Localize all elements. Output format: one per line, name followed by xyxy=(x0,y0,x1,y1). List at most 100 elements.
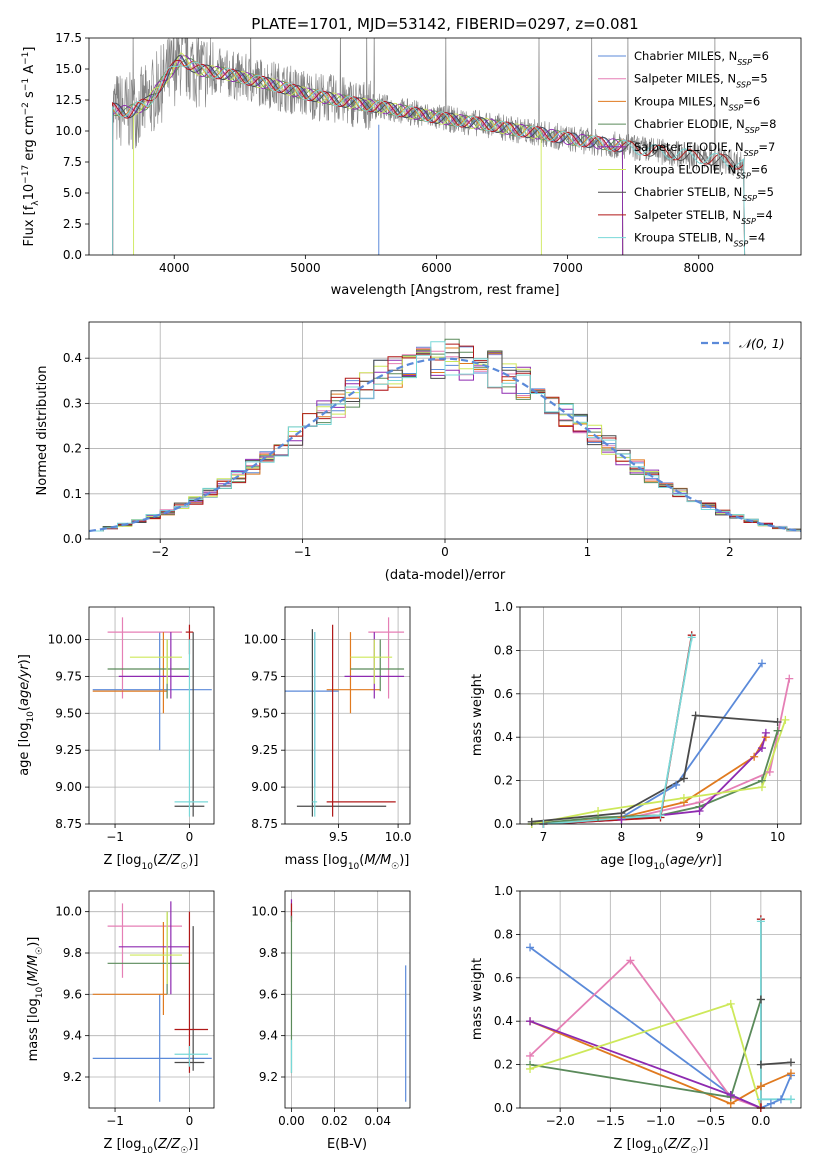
y-axis-label: Normed distribution xyxy=(35,366,50,496)
x-axis-label: Z [log10(Z/Z☉)] xyxy=(104,853,199,872)
label-part: Z/Z xyxy=(157,853,181,868)
y-tick-label: 1.0 xyxy=(494,600,513,614)
weight-marker xyxy=(786,1095,795,1104)
y-tick-label: 10.0 xyxy=(251,905,278,919)
weight-marker xyxy=(786,1069,795,1078)
y-tick-label: 9.75 xyxy=(251,669,278,683)
label-part: age [log xyxy=(600,853,653,868)
legend-sub: SSP xyxy=(736,171,751,180)
x-tick-label: 10.0 xyxy=(385,830,412,844)
weight-line xyxy=(531,730,779,824)
weight-marker xyxy=(726,999,735,1008)
legend-label: Kroupa STELIB, NSSP=4 xyxy=(634,231,765,249)
x-axis-label: wavelength [Angstrom, rest frame] xyxy=(331,283,560,298)
legend-count: =6 xyxy=(751,163,768,177)
weight-line xyxy=(543,662,763,824)
x-tick-label: −0.5 xyxy=(696,1114,725,1128)
grid xyxy=(285,607,410,825)
grid xyxy=(89,607,214,825)
y-tick-label: 0.1 xyxy=(63,487,82,501)
weight-marker xyxy=(756,917,765,926)
legend-count: =7 xyxy=(758,140,775,154)
weight-marker xyxy=(672,780,681,789)
x-tick-label: 0.04 xyxy=(364,1114,391,1128)
label-part: 10 xyxy=(348,862,360,872)
y-tick-label: 9.8 xyxy=(259,946,278,960)
y-tick-label: 9.00 xyxy=(55,780,82,794)
model-spectrum xyxy=(133,52,542,255)
weight-marker xyxy=(594,806,603,815)
label-part: )] xyxy=(399,853,409,868)
label-part: s xyxy=(22,91,37,102)
legend-count: =4 xyxy=(756,208,773,222)
y-tick-label: 0.6 xyxy=(494,687,513,701)
x-tick-label: −1 xyxy=(106,830,124,844)
legend-label: Salpeter ELODIE, NSSP=7 xyxy=(634,140,775,158)
x-tick-label: 0 xyxy=(441,545,449,559)
legend-sub: SSP xyxy=(736,80,751,89)
legend-text: Chabrier STELIB, N xyxy=(634,185,742,199)
weight-marker xyxy=(786,1058,795,1067)
weight-line xyxy=(543,637,693,824)
model-spectrum xyxy=(112,54,746,255)
plot-frame xyxy=(284,890,411,1109)
plot-frame xyxy=(519,606,802,825)
legend-sub: SSP xyxy=(741,216,756,225)
weight-marker xyxy=(776,1095,785,1104)
weight-line xyxy=(543,678,791,824)
weight-marker xyxy=(765,767,774,776)
y-axis-label: mass weight xyxy=(470,674,485,756)
x-tick-label: 0.00 xyxy=(278,1114,305,1128)
plot-age-vs-mass: 9.5 10.0 8.75 9.00 9.25 9.50 9.75 10.00 mass [lo… xyxy=(244,606,412,872)
label-part: Z/Z xyxy=(667,1137,691,1152)
weight-line xyxy=(529,946,792,1108)
y-tick-label: 9.25 xyxy=(55,743,82,757)
x-tick-label: 10 xyxy=(770,830,785,844)
weight-marker xyxy=(687,633,696,642)
label-part: )] xyxy=(188,853,198,868)
legend-label: Chabrier MILES, NSSP=6 xyxy=(634,49,769,67)
y-tick-label: 9.75 xyxy=(55,669,82,683)
y-tick-label: 0.0 xyxy=(63,248,82,262)
y-tick-label: 9.6 xyxy=(259,987,278,1001)
x-tick-label: 0 xyxy=(186,1114,194,1128)
y-tick-label: 9.50 xyxy=(55,706,82,720)
x-tick-label: 4000 xyxy=(159,261,190,275)
plot-area xyxy=(112,38,746,255)
y-tick-label: 10.0 xyxy=(55,124,82,138)
y-tick-label: 0.4 xyxy=(494,730,513,744)
weight-marker xyxy=(526,943,535,952)
weight-marker xyxy=(761,728,770,737)
weight-marker xyxy=(756,1060,765,1069)
weight-marker xyxy=(617,809,626,818)
weight-marker xyxy=(756,995,765,1004)
weight-marker xyxy=(679,793,688,802)
x-tick-label: 1 xyxy=(584,545,592,559)
label-part: ( xyxy=(153,853,158,868)
plot-frame xyxy=(88,321,802,540)
label-part: mass [log xyxy=(285,853,348,868)
legend-sub: SSP xyxy=(734,239,749,248)
label-part: ☉ xyxy=(35,947,45,955)
weight-marker xyxy=(757,659,766,668)
label-part: age/yr xyxy=(670,853,713,868)
grid xyxy=(89,891,214,1108)
plot-mass-vs-ebv: 0.00 0.02 0.04 9.2 9.4 9.6 9.8 10.0 E(B-V) xyxy=(251,890,411,1152)
y-tick-label: 0.4 xyxy=(63,351,82,365)
histogram-kroupa-stelib xyxy=(89,341,801,539)
model-spectrum xyxy=(112,59,746,255)
weight-marker xyxy=(756,1082,765,1091)
label-part: 10 xyxy=(26,711,36,723)
plot-area xyxy=(285,617,405,817)
legend-label: 𝒩(0, 1) xyxy=(739,336,785,351)
y-tick-label: 7.5 xyxy=(63,155,82,169)
x-tick-label: 7000 xyxy=(552,261,583,275)
label-part: ( xyxy=(665,853,670,868)
y-tick-label: 0.6 xyxy=(494,971,513,985)
label-part: ( xyxy=(663,1137,668,1152)
legend-count: =5 xyxy=(757,185,774,199)
model-spectrum xyxy=(112,61,746,255)
